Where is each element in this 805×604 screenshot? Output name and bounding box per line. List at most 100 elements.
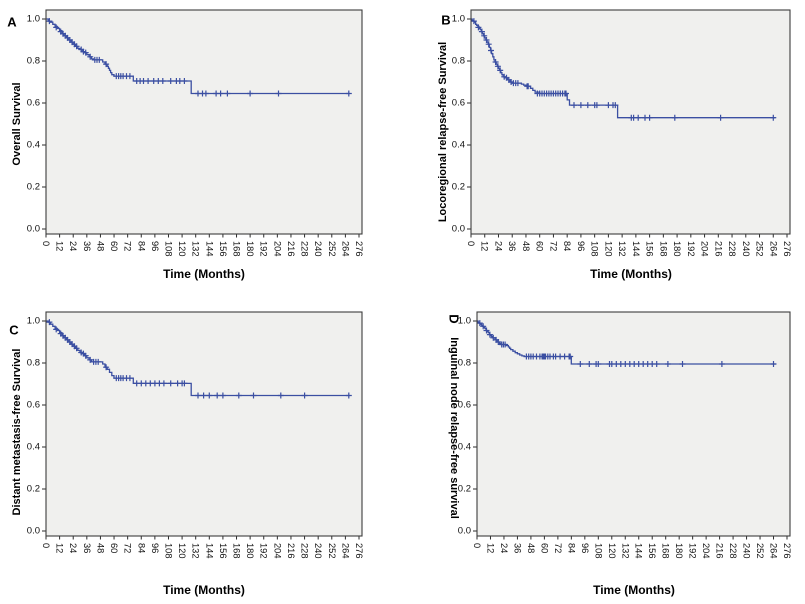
plot-border [45,311,363,537]
x-tick-label: 60 [535,241,545,251]
x-tick-label: 240 [313,543,323,559]
y-tick-label: 0.4 [27,140,40,151]
x-tick-label: 156 [647,543,657,559]
x-tick-label: 12 [55,241,65,251]
panel-distant-metastasis-free-survival: 0 12 24 36 48 60 72 84 96 108 120 132 144 156 168 180 19… [0,302,402,604]
x-tick-label: 24 [68,543,78,553]
y-tick-label: 0.0 [27,526,40,537]
panel-locoregional-relapse-free-survival: 0 12 24 36 48 60 72 84 96 108 120 132 144 156 168 180 19… [403,0,805,302]
x-tick-label: 84 [566,543,576,553]
x-tick-label: 144 [631,241,641,257]
y-axis-title: Inguinal node relapse-free survival [448,337,460,519]
x-tick-label: 108 [163,241,173,257]
y-tick-label: 0.8 [452,56,465,67]
x-tick-label: 132 [617,241,627,257]
x-tick-label: 24 [499,543,509,553]
x-tick-label: 144 [204,241,214,257]
x-tick-label: 240 [742,543,752,559]
x-tick-label: 108 [163,543,173,559]
x-tick-label: 168 [232,543,242,559]
x-tick-label: 192 [259,241,269,257]
x-axis-title: Time (Months) [163,583,245,597]
x-tick-label: 120 [177,543,187,559]
x-tick-label: 252 [755,241,765,257]
x-tick-label: 0 [472,543,482,548]
y-axis-title: Locoregional relapse-free Survival [437,41,449,223]
censor-marks [46,319,352,399]
x-tick-label: 264 [769,543,779,559]
x-tick-label: 228 [300,543,310,559]
km-plot-inguinal-node-relapse-free: 0 12 24 36 48 60 72 84 96 108 120 132 144 156 168 180 19… [458,311,792,559]
x-tick-label: 72 [123,241,133,251]
x-tick-label: 96 [576,241,586,251]
x-axis-title: Time (Months) [590,267,672,281]
y-tick-label: 0.2 [27,484,40,495]
y-tick-label: 0.2 [452,182,465,193]
x-tick-label: 120 [603,241,613,257]
x-tick-label: 132 [191,241,201,257]
x-tick-label: 0 [466,241,476,246]
y-tick-label: 0.2 [458,484,471,495]
y-tick-label: 0.4 [27,442,40,453]
x-tick-label: 276 [782,241,792,257]
x-tick-label: 12 [55,543,65,553]
x-tick-label: 96 [150,241,160,251]
x-tick-label: 24 [68,241,78,251]
x-tick-label: 192 [688,543,698,559]
x-tick-label: 252 [755,543,765,559]
y-tick-label: 0.0 [452,224,465,235]
x-tick-label: 204 [272,241,282,257]
x-tick-label: 48 [95,241,105,251]
x-tick-label: 192 [259,543,269,559]
x-tick-label: 276 [354,241,364,257]
y-tick-label: 1.0 [452,14,465,25]
x-tick-label: 228 [728,543,738,559]
x-tick-label: 168 [661,543,671,559]
x-tick-label: 240 [313,241,323,257]
x-axis-title: Time (Months) [163,267,245,281]
x-tick-label: 156 [645,241,655,257]
x-tick-label: 156 [218,543,228,559]
x-tick-label: 252 [327,543,337,559]
x-tick-label: 36 [82,543,92,553]
survival-curve [46,18,350,95]
panel-overall-survival: 0 12 24 36 48 60 72 84 96 108 120 132 144 156 168 180 19… [0,0,402,302]
x-tick-label: 180 [245,543,255,559]
y-tick-label: 0.6 [452,98,465,109]
plot-border [470,9,791,235]
x-axis-title: Time (Months) [593,583,675,597]
x-tick-label: 228 [727,241,737,257]
x-tick-label: 240 [741,241,751,257]
x-tick-label: 48 [95,543,105,553]
y-tick-label: 0.6 [27,98,40,109]
censor-marks [470,18,777,121]
x-tick-label: 0 [41,241,51,246]
x-tick-label: 60 [109,241,119,251]
plot-area [46,312,362,536]
x-tick-label: 132 [191,543,201,559]
x-tick-label: 264 [340,543,350,559]
plot-border [476,311,791,537]
x-tick-label: 204 [272,543,282,559]
x-tick-label: 96 [580,543,590,553]
x-tick-label: 48 [526,543,536,553]
x-tick-label: 72 [553,543,563,553]
x-tick-label: 204 [701,543,711,559]
km-plot-distant-metastasis-free: 0 12 24 36 48 60 72 84 96 108 120 132 144 156 168 180 19… [27,311,364,559]
y-tick-label: 0.4 [452,140,465,151]
x-tick-label: 60 [539,543,549,553]
y-tick-label: 0.0 [458,526,471,537]
y-tick-label: 0.6 [458,400,471,411]
x-tick-label: 84 [136,543,146,553]
x-tick-label: 204 [700,241,710,257]
y-axis-title: Distant metastasis-free Survival [11,348,23,516]
x-tick-label: 180 [674,543,684,559]
x-tick-label: 24 [493,241,503,251]
x-tick-label: 228 [300,241,310,257]
x-tick-label: 96 [150,543,160,553]
x-tick-label: 108 [590,241,600,257]
x-tick-label: 276 [354,543,364,559]
x-tick-label: 120 [177,241,187,257]
x-tick-label: 120 [607,543,617,559]
